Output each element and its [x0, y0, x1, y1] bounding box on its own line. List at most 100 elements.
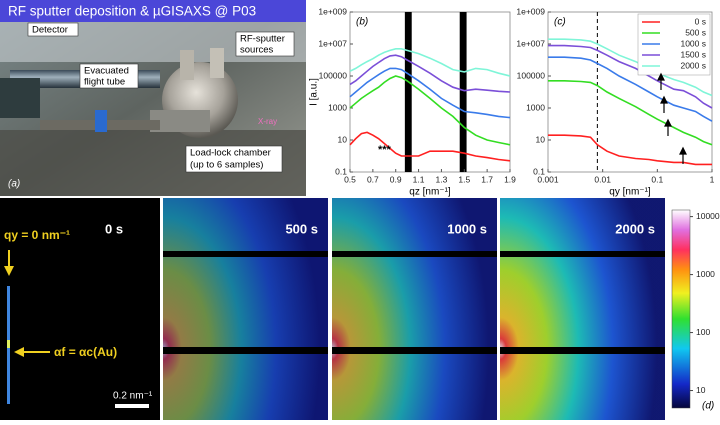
photo-label: (up to 6 samples): [190, 160, 263, 171]
load-lock: [150, 110, 210, 132]
photo-label: Load-lock chamber: [190, 148, 271, 159]
photo-label: Detector: [32, 25, 68, 36]
legend-label: 0 s: [695, 16, 706, 26]
x-tick-label: 1.7: [481, 174, 493, 184]
series-line: [548, 56, 713, 122]
annotation: qy = 0 nm⁻¹: [4, 228, 70, 242]
y-tick-label: 10: [338, 134, 348, 144]
x-tick-label: 1.5: [458, 174, 470, 184]
series-line: [548, 38, 713, 97]
gap-stripe: [500, 251, 665, 257]
y-tick-label: 1000: [328, 102, 347, 112]
y-tick-label: 1e+009: [318, 6, 347, 16]
x-tick-label: 0.5: [344, 174, 356, 184]
legend-label: 1000 s: [680, 38, 706, 48]
arrow-head: [664, 118, 672, 127]
series-line: [349, 48, 511, 77]
x-tick-label: 1: [710, 174, 715, 184]
y-tick-label: 100000: [319, 70, 348, 80]
frame-label: 500 s: [285, 221, 318, 236]
panel-label: (a): [8, 179, 20, 190]
detector-body: [0, 78, 40, 118]
colorbar: [671, 209, 691, 409]
series-line: [349, 131, 511, 162]
plot-area: [349, 11, 511, 173]
gap-stripe: [332, 251, 497, 257]
x-tick-label: 0.01: [594, 174, 611, 184]
y-tick-label: 100000: [517, 70, 546, 80]
y-tick-label: 1e+007: [516, 38, 545, 48]
photo-label: Evacuated: [84, 66, 129, 77]
x-tick-label: 0.1: [651, 174, 663, 184]
y-tick-label: 1e+009: [516, 6, 545, 16]
legend-label: 2000 s: [680, 60, 706, 70]
sputter-source: [180, 50, 194, 80]
series-line: [548, 80, 713, 146]
series-line: [349, 54, 511, 93]
y-tick-label: 1e+007: [318, 38, 347, 48]
series-line: [349, 75, 511, 146]
xray-label: X-ray: [258, 117, 277, 126]
frame-label: 0 s: [105, 221, 123, 236]
series-line: [349, 67, 511, 119]
frame-label: 1000 s: [447, 221, 487, 236]
photo-panel: RF sputter deposition & µGISAXS @ P03 De…: [0, 0, 306, 196]
colorbar-tick-label: 10: [696, 385, 706, 395]
label-box: [235, 31, 295, 57]
arrow-head: [657, 72, 665, 81]
arrow-head: [4, 266, 14, 276]
masked-range: [459, 12, 467, 172]
legend-label: 1500 s: [680, 49, 706, 59]
y-axis-label: I [a.u.]: [309, 78, 320, 106]
x-tick-label: 1.9: [504, 174, 516, 184]
legend-label: 500 s: [685, 27, 706, 37]
colorbar-tick-label: 10000: [696, 211, 720, 221]
x-axis-label: qy [nm⁻¹]: [609, 187, 651, 198]
y-tick-label: 1000: [526, 102, 545, 112]
label-box: [185, 145, 283, 173]
x-tick-label: 0.9: [390, 174, 402, 184]
detector-panel: 500 s 1000 s 2000 s 0 s qy = 0 nm⁻¹ αf = α…: [0, 198, 714, 420]
y-tick-label: 0.1: [335, 166, 347, 176]
gap-stripe: [163, 347, 328, 354]
label-box: [79, 63, 139, 89]
colorbar-tick-label: 1000: [696, 269, 715, 279]
photo-label: sources: [240, 45, 274, 56]
y-tick-label: 10: [536, 134, 546, 144]
x-tick-label: 0.7: [367, 174, 379, 184]
x-tick-label: 1.3: [436, 174, 448, 184]
series-line: [548, 44, 713, 109]
gap-stripe: [332, 347, 497, 354]
arrow-head: [679, 146, 687, 155]
arrows: [657, 72, 687, 164]
panel-label: (d): [702, 401, 714, 412]
frame: [0, 198, 160, 420]
y-tick-label: 0.1: [533, 166, 545, 176]
panel-label: (c): [554, 17, 566, 28]
photo-label: RF-sputter: [240, 34, 285, 45]
x-tick-label: 0.001: [537, 174, 559, 184]
series-line: [548, 134, 712, 166]
arrow-head: [660, 95, 668, 104]
arrow-head: [14, 347, 24, 357]
scale-bar-label: 0.2 nm⁻¹: [113, 391, 153, 402]
scatter-glow: [500, 198, 665, 420]
masked-range: [404, 12, 412, 172]
annotation: αf = αc(Au): [54, 345, 117, 359]
panel-label: (b): [356, 17, 368, 28]
scatter-glow: [163, 198, 328, 420]
photo-title: RF sputter deposition & µGISAXS @ P03: [8, 4, 256, 19]
frames: 500 s 1000 s 2000 s: [163, 198, 665, 420]
x-tick-label: 1.1: [413, 174, 425, 184]
gap-stripe: [500, 347, 665, 354]
photo-title-bar: [0, 0, 306, 22]
frame-label: 2000 s: [615, 221, 655, 236]
blue-part: [95, 110, 107, 132]
x-axis-label: qz [nm⁻¹]: [409, 187, 451, 198]
label-box: [27, 22, 79, 37]
annotation: ***: [378, 144, 392, 156]
sputter-source: [210, 48, 224, 78]
gap-stripe: [163, 251, 328, 257]
